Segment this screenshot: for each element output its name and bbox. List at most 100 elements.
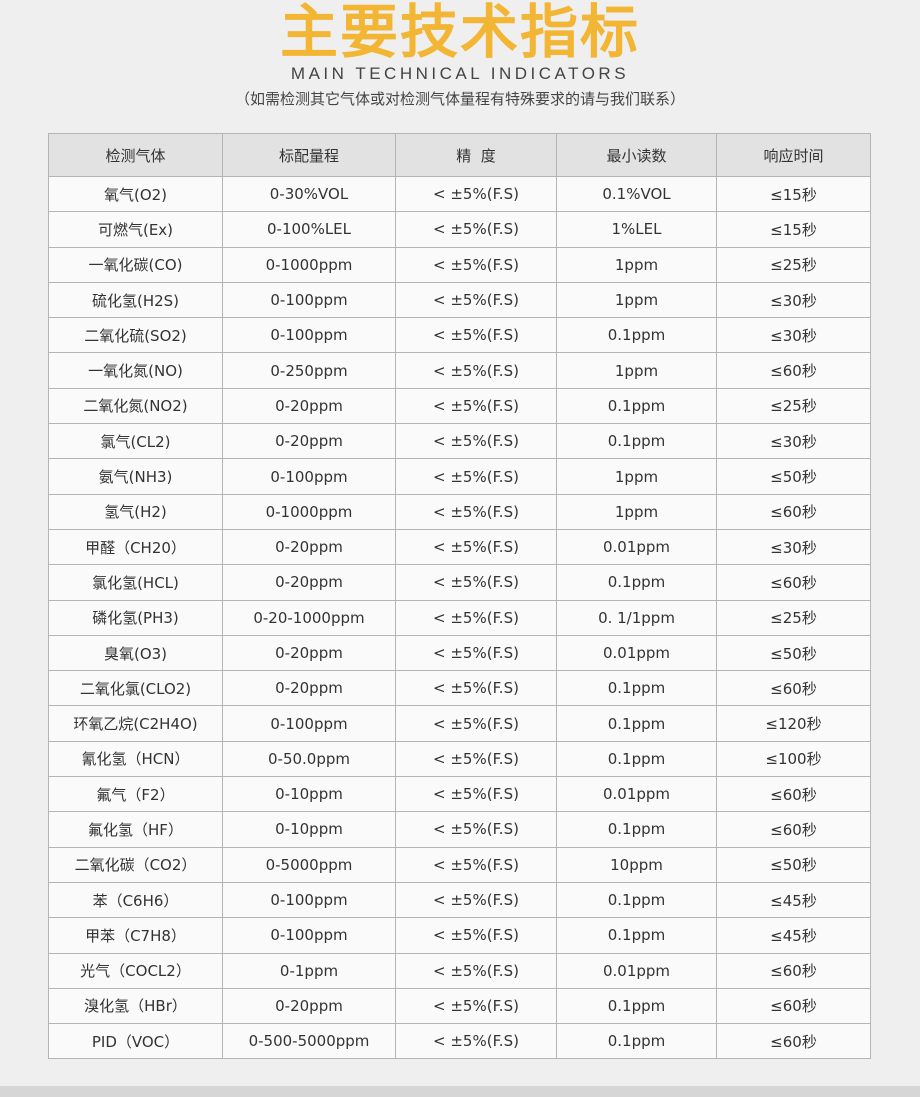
table-cell: ≤15秒 [716,211,871,248]
table-cell: 0-100%LEL [222,211,396,248]
table-cell: 二氧化碳（CO2） [48,846,223,883]
table-cell: 氨气(NH3) [48,458,223,495]
table-cell: ≤60秒 [716,352,871,389]
table-cell: 0.01ppm [556,776,717,813]
table-cell: < ±5%(F.S) [395,564,557,601]
table-cell: 0.1%VOL [556,175,717,213]
table-cell: 0-1ppm [222,952,396,989]
table-cell: < ±5%(F.S) [395,387,557,425]
table-cell: < ±5%(F.S) [395,281,557,319]
table-cell: 1ppm [556,246,717,283]
table-cell: 0.1ppm [556,917,717,954]
table-cell: < ±5%(F.S) [395,705,557,742]
table-cell: 0-10ppm [222,776,396,813]
table-row: 臭氧(O3) 0-20ppm < ±5%(F.S) 0.01ppm ≤50秒 [48,634,871,672]
indicators-table: 检测气体 标配量程精 度最小读数 响应时间 氧气(O2) 0-30%VOL < ±5%(… [48,133,871,1060]
table-cell: 0. 1/1ppm [556,599,717,636]
table-cell: 10ppm [556,846,717,883]
page-title: 主要技术指标 [279,0,640,66]
table-cell: < ±5%(F.S) [395,317,557,354]
table-cell: ≤50秒 [716,458,871,495]
table-cell: 一氧化氮(NO) [48,352,223,389]
table-cell: < ±5%(F.S) [395,352,557,389]
table-cell: ≤30秒 [716,281,871,319]
table-cell: ≤50秒 [716,846,871,883]
table-row: 氢气(H2) 0-1000ppm < ±5%(F.S) 1ppm ≤60秒 [48,493,871,530]
table-row: 二氧化氯(CLO2) 0-20ppm < ±5%(F.S) 0.1ppm ≤60秒 [48,670,871,707]
table-row: 甲苯（C7H8） 0-100ppm < ±5%(F.S) 0.1ppm ≤45秒 [48,917,871,954]
table-cell: 氟气（F2） [48,776,223,813]
table-cell: 0-5000ppm [222,846,396,883]
table-cell: 1ppm [556,281,717,319]
column-header: 检测气体 [48,133,223,177]
table-cell: 0.1ppm [556,740,717,778]
table-row: 氰化氢（HCN） 0-50.0ppm < ±5%(F.S) 0.1ppm ≤100秒 [48,740,871,778]
table-cell: ≤25秒 [716,387,871,425]
table-cell: 磷化氢(PH3) [48,599,223,636]
table-cell: ≤60秒 [716,1023,871,1060]
table-cell: ≤60秒 [716,670,871,707]
column-header: 精 度 [395,133,557,177]
column-header: 响应时间 [716,133,871,177]
table-cell: 1ppm [556,458,717,495]
table-cell: 苯（C6H6） [48,881,223,919]
table-cell: < ±5%(F.S) [395,211,557,248]
table-row: 光气（COCL2） 0-1ppm < ±5%(F.S) 0.01ppm ≤60秒 [48,952,871,989]
table-cell: 氯气(CL2) [48,423,223,460]
table-cell: 0.1ppm [556,670,717,707]
table-cell: 0-100ppm [222,317,396,354]
table-cell: ≤50秒 [716,634,871,672]
table-cell: 0-100ppm [222,917,396,954]
table-row: PID（VOC） 0-500-5000ppm < ±5%(F.S) 0.1ppm ≤60… [48,1023,871,1060]
table-cell: < ±5%(F.S) [395,1023,557,1060]
table-cell: < ±5%(F.S) [395,175,557,213]
table-cell: < ±5%(F.S) [395,917,557,954]
table-cell: 一氧化碳(CO) [48,246,223,283]
table-cell: 0-20ppm [222,423,396,460]
table-row: 二氧化氮(NO2) 0-20ppm < ±5%(F.S) 0.1ppm ≤25秒 [48,387,871,425]
table-cell: 臭氧(O3) [48,634,223,672]
table-cell: 甲苯（C7H8） [48,917,223,954]
table-cell: ≤15秒 [716,175,871,213]
table-row: 溴化氢（HBr） 0-20ppm < ±5%(F.S) 0.1ppm ≤60秒 [48,987,871,1025]
table-row: 氧气(O2) 0-30%VOL < ±5%(F.S) 0.1%VOL ≤15秒 [48,175,871,213]
table-cell: ≤45秒 [716,881,871,919]
table-cell: 0-250ppm [222,352,396,389]
table-cell: ≤25秒 [716,246,871,283]
table-cell: 0-20ppm [222,987,396,1025]
contact-note: （如需检测其它气体或对检测气体量程有特殊要求的请与我们联系） [234,90,685,108]
table-row: 氟气（F2） 0-10ppm < ±5%(F.S) 0.01ppm ≤60秒 [48,776,871,813]
table-row: 磷化氢(PH3) 0-20-1000ppm < ±5%(F.S) 0. 1/1ppm ≤… [48,599,871,636]
table-cell: 0-1000ppm [222,493,396,530]
table-header-row: 检测气体 标配量程精 度最小读数 响应时间 [48,133,871,177]
table-cell: 1ppm [556,493,717,530]
table-cell: 硫化氢(H2S) [48,281,223,319]
table-cell: 氟化氢（HF） [48,811,223,848]
table-cell: ≤60秒 [716,987,871,1025]
table-cell: 0.01ppm [556,634,717,672]
table-cell: PID（VOC） [48,1023,223,1060]
table-cell: 0.1ppm [556,811,717,848]
table-cell: < ±5%(F.S) [395,458,557,495]
table-cell: < ±5%(F.S) [395,493,557,530]
table-cell: 0.1ppm [556,423,717,460]
table-cell: < ±5%(F.S) [395,740,557,778]
table-cell: ≤120秒 [716,705,871,742]
table-cell: 氢气(H2) [48,493,223,530]
table-cell: 0.1ppm [556,1023,717,1060]
table-cell: ≤45秒 [716,917,871,954]
table-row: 二氧化硫(SO2) 0-100ppm < ±5%(F.S) 0.1ppm ≤30秒 [48,317,871,354]
table-cell: 0-20ppm [222,670,396,707]
table-cell: < ±5%(F.S) [395,670,557,707]
page-subtitle: MAIN TECHNICAL INDICATORS [290,64,630,83]
table-row: 可燃气(Ex) 0-100%LEL < ±5%(F.S) 1%LEL ≤15秒 [48,211,871,248]
table-row: 二氧化碳（CO2） 0-5000ppm < ±5%(F.S) 10ppm ≤50秒 [48,846,871,883]
table-row: 氟化氢（HF） 0-10ppm < ±5%(F.S) 0.1ppm ≤60秒 [48,811,871,848]
table-cell: 0-500-5000ppm [222,1023,396,1060]
table-cell: 光气（COCL2） [48,952,223,989]
table-cell: < ±5%(F.S) [395,952,557,989]
table-cell: 0-20ppm [222,387,396,425]
table-cell: < ±5%(F.S) [395,634,557,672]
table-cell: 0.1ppm [556,317,717,354]
table-cell: 甲醛（CH20） [48,528,223,566]
